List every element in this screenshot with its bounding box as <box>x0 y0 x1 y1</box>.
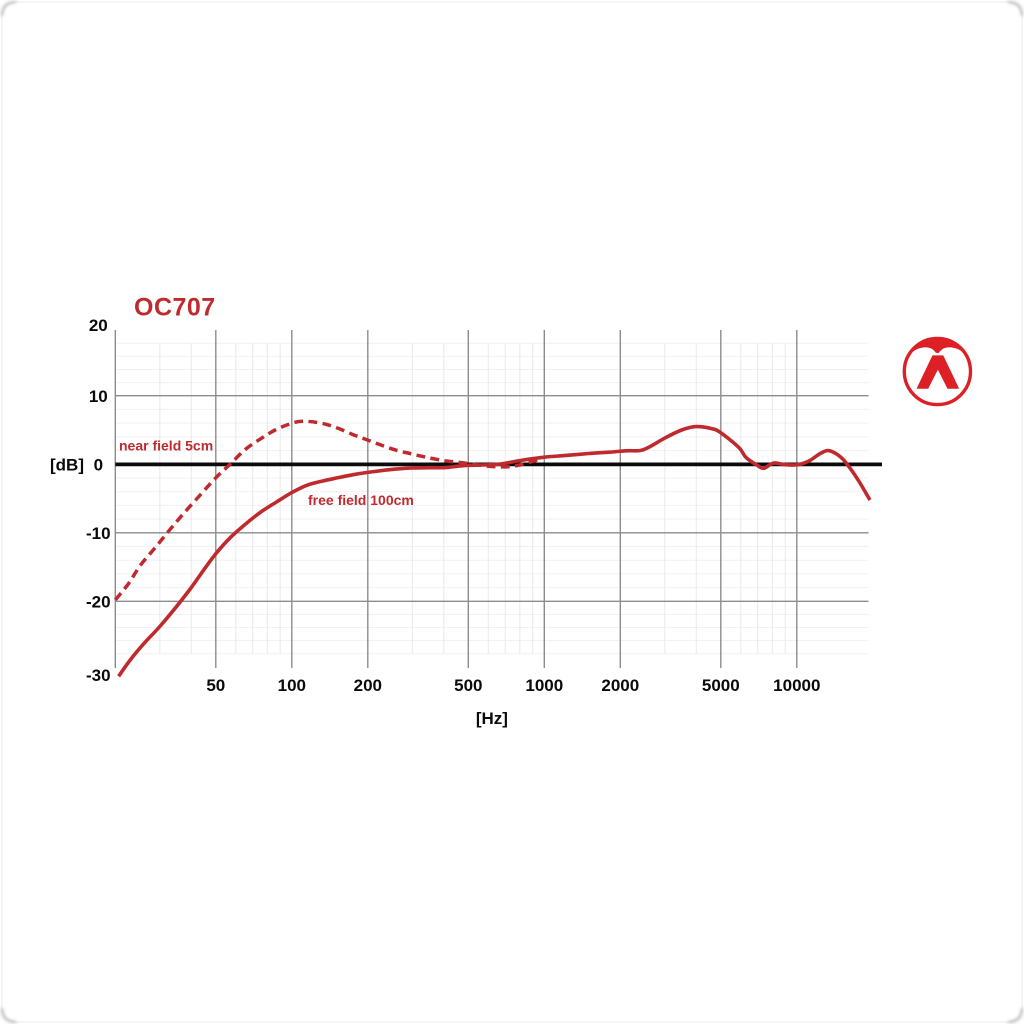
svg-text:5000: 5000 <box>702 676 740 695</box>
svg-text:10: 10 <box>89 387 108 406</box>
svg-text:10000: 10000 <box>773 676 820 695</box>
svg-text:OC707: OC707 <box>134 294 216 322</box>
svg-text:-10: -10 <box>86 524 111 543</box>
svg-text:500: 500 <box>454 676 482 695</box>
svg-text:near field 5cm: near field 5cm <box>119 438 213 454</box>
svg-text:100: 100 <box>278 676 306 695</box>
svg-text:-20: -20 <box>86 592 111 611</box>
svg-text:1000: 1000 <box>525 676 563 695</box>
svg-text:0: 0 <box>94 455 103 474</box>
svg-text:[Hz]: [Hz] <box>476 709 508 728</box>
svg-text:[dB]: [dB] <box>50 455 84 474</box>
svg-text:free field 100cm: free field 100cm <box>308 492 414 508</box>
svg-text:50: 50 <box>206 676 225 695</box>
svg-text:2000: 2000 <box>601 676 639 695</box>
svg-text:200: 200 <box>354 676 382 695</box>
svg-text:20: 20 <box>89 316 108 335</box>
svg-text:-30: -30 <box>86 666 111 685</box>
